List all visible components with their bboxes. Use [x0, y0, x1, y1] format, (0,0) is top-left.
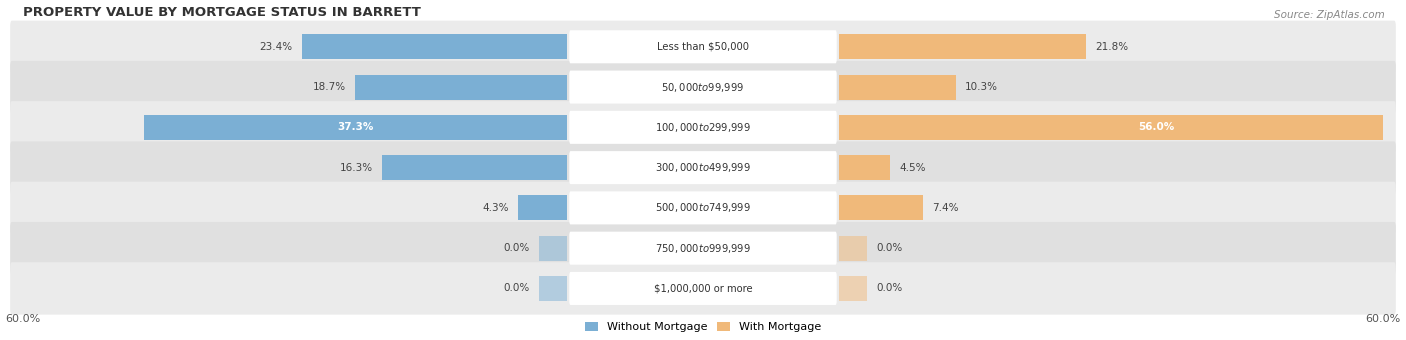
- FancyBboxPatch shape: [569, 232, 837, 265]
- Text: 0.0%: 0.0%: [876, 284, 903, 293]
- Text: 0.0%: 0.0%: [876, 243, 903, 253]
- Text: 0.0%: 0.0%: [503, 243, 530, 253]
- Text: 0.0%: 0.0%: [503, 284, 530, 293]
- Bar: [839, 74, 956, 100]
- Text: 37.3%: 37.3%: [337, 122, 374, 132]
- FancyBboxPatch shape: [10, 61, 1396, 113]
- Bar: [145, 115, 567, 140]
- Bar: [839, 155, 890, 180]
- FancyBboxPatch shape: [569, 151, 837, 184]
- FancyBboxPatch shape: [569, 30, 837, 63]
- Bar: [538, 236, 567, 261]
- Bar: [538, 276, 567, 301]
- Bar: [382, 155, 567, 180]
- Bar: [356, 74, 567, 100]
- FancyBboxPatch shape: [10, 101, 1396, 154]
- Text: 4.3%: 4.3%: [482, 203, 509, 213]
- Text: $100,000 to $299,999: $100,000 to $299,999: [655, 121, 751, 134]
- Text: $50,000 to $99,999: $50,000 to $99,999: [661, 81, 745, 94]
- Text: 56.0%: 56.0%: [1137, 122, 1174, 132]
- Text: $1,000,000 or more: $1,000,000 or more: [654, 284, 752, 293]
- Bar: [519, 195, 567, 220]
- Text: 16.3%: 16.3%: [340, 163, 373, 173]
- Text: 4.5%: 4.5%: [898, 163, 925, 173]
- Legend: Without Mortgage, With Mortgage: Without Mortgage, With Mortgage: [581, 318, 825, 337]
- Text: PROPERTY VALUE BY MORTGAGE STATUS IN BARRETT: PROPERTY VALUE BY MORTGAGE STATUS IN BAR…: [22, 5, 420, 19]
- FancyBboxPatch shape: [10, 21, 1396, 73]
- FancyBboxPatch shape: [10, 141, 1396, 194]
- Bar: [839, 236, 868, 261]
- Bar: [839, 276, 868, 301]
- FancyBboxPatch shape: [569, 191, 837, 224]
- Text: 10.3%: 10.3%: [965, 82, 998, 92]
- Text: Less than $50,000: Less than $50,000: [657, 42, 749, 52]
- Text: 23.4%: 23.4%: [260, 42, 292, 52]
- FancyBboxPatch shape: [10, 262, 1396, 314]
- FancyBboxPatch shape: [10, 222, 1396, 274]
- Text: 18.7%: 18.7%: [314, 82, 346, 92]
- Bar: [302, 34, 567, 59]
- Text: Source: ZipAtlas.com: Source: ZipAtlas.com: [1274, 10, 1385, 20]
- Bar: [839, 115, 1406, 140]
- Text: 7.4%: 7.4%: [932, 203, 959, 213]
- FancyBboxPatch shape: [569, 111, 837, 144]
- Bar: [839, 34, 1085, 59]
- Text: 21.8%: 21.8%: [1095, 42, 1128, 52]
- Text: $750,000 to $999,999: $750,000 to $999,999: [655, 242, 751, 255]
- FancyBboxPatch shape: [569, 272, 837, 305]
- Text: $300,000 to $499,999: $300,000 to $499,999: [655, 161, 751, 174]
- FancyBboxPatch shape: [569, 71, 837, 104]
- Text: $500,000 to $749,999: $500,000 to $749,999: [655, 201, 751, 215]
- Bar: [839, 195, 922, 220]
- FancyBboxPatch shape: [10, 182, 1396, 234]
